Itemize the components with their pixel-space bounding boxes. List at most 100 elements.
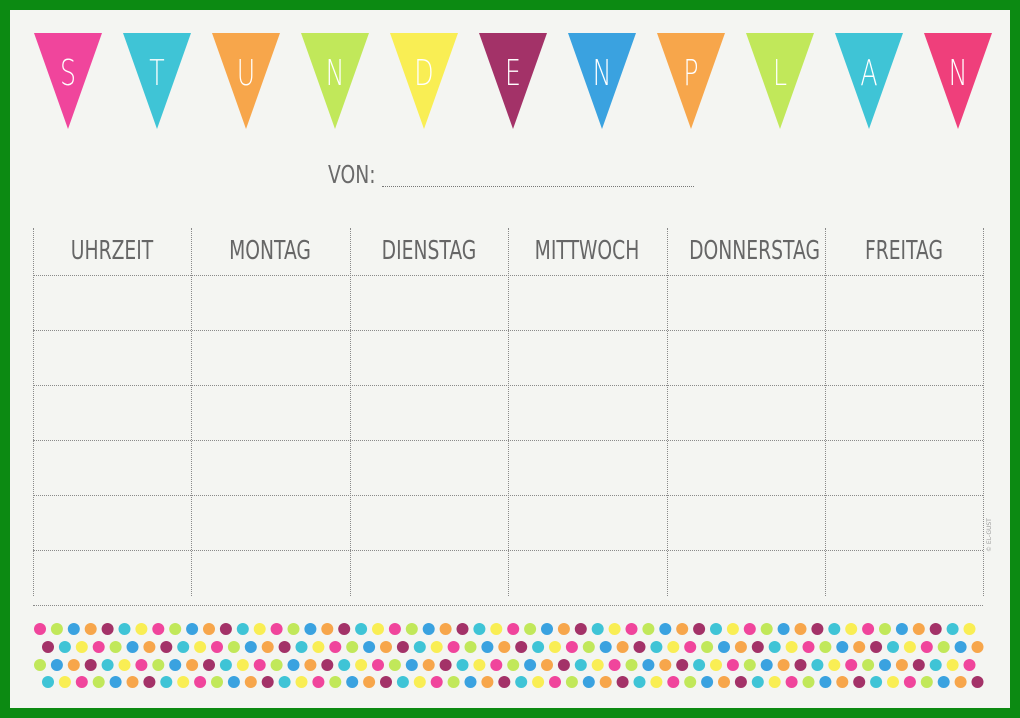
- flag-letter: N: [592, 53, 612, 94]
- confetti-dot: [802, 641, 815, 653]
- confetti-dot: [405, 623, 418, 635]
- confetti-dot: [92, 641, 105, 653]
- confetti-dot: [743, 623, 756, 635]
- confetti-dot: [143, 676, 156, 688]
- confetti-dot: [937, 676, 950, 688]
- confetti-dot: [50, 623, 63, 635]
- confetti-dot: [58, 641, 71, 653]
- confetti-dot: [447, 641, 460, 653]
- confetti-dot: [321, 659, 334, 671]
- confetti-dot: [768, 641, 781, 653]
- confetti-dot: [541, 623, 553, 635]
- confetti-dot: [963, 623, 976, 635]
- flag-letter: D: [414, 53, 434, 94]
- confetti-dot: [42, 676, 54, 688]
- confetti-dot: [447, 676, 460, 688]
- confetti-dot: [92, 676, 105, 688]
- confetti-dot: [439, 623, 452, 635]
- confetti-dot: [929, 623, 942, 635]
- confetti-dot: [887, 676, 899, 688]
- confetti-dot: [515, 641, 528, 653]
- confetti-dot: [160, 641, 173, 653]
- confetti-dot: [177, 676, 190, 688]
- grid-row-line: [33, 495, 983, 496]
- confetti-dot: [203, 659, 215, 671]
- confetti-dot: [870, 676, 883, 688]
- confetti-dot: [490, 659, 503, 671]
- confetti-dot: [355, 623, 368, 635]
- confetti-dot: [219, 659, 232, 671]
- confetti-dot: [760, 623, 773, 635]
- confetti-dot: [413, 676, 426, 688]
- confetti-dot: [287, 659, 300, 671]
- confetti-dot: [853, 641, 866, 653]
- confetti-dot: [895, 623, 908, 635]
- confetti-dot: [321, 623, 334, 635]
- confetti-dot: [152, 659, 165, 671]
- confetti-dot: [726, 623, 739, 635]
- flag-letter: U: [236, 53, 256, 94]
- confetti-dot: [507, 623, 520, 635]
- confetti-dot: [160, 676, 173, 688]
- confetti-dot: [430, 676, 443, 688]
- confetti-dot: [676, 659, 689, 671]
- confetti-dot: [126, 641, 139, 653]
- confetti-dot: [912, 623, 925, 635]
- confetti-dot: [211, 641, 223, 653]
- confetti-dot: [676, 623, 689, 635]
- timetable-sheet: S T U N D E N P L A N VON: UHRZEIT MONTA…: [10, 10, 1010, 708]
- grid-column-line: [33, 228, 34, 596]
- confetti-dot: [734, 641, 747, 653]
- confetti-dot: [490, 623, 503, 635]
- owner-name-line[interactable]: [382, 186, 694, 187]
- confetti-dot: [616, 641, 629, 653]
- confetti-dot: [304, 659, 317, 671]
- confetti-dot: [726, 659, 739, 671]
- confetti-dot: [751, 641, 764, 653]
- grid-column-line: [508, 228, 509, 596]
- confetti-dot: [439, 659, 452, 671]
- confetti-dot: [169, 623, 182, 635]
- confetti-dot: [58, 676, 71, 688]
- confetti-dot: [760, 659, 773, 671]
- confetti-dot: [287, 623, 300, 635]
- timetable-grid: UHRZEIT MONTAG DIENSTAG MITTWOCH DONNERS…: [33, 228, 984, 606]
- confetti-dot: [541, 659, 553, 671]
- flag-letter: A: [860, 53, 878, 94]
- confetti-dot: [718, 676, 730, 688]
- confetti-dot: [557, 659, 570, 671]
- grid-column-line: [667, 228, 668, 596]
- grid-row-line: [33, 440, 983, 441]
- confetti-dot: [244, 676, 257, 688]
- confetti-dot: [524, 659, 537, 671]
- confetti-dot: [338, 659, 351, 671]
- confetti-dot: [693, 659, 706, 671]
- confetti-dot: [244, 641, 257, 653]
- confetti-dot: [625, 659, 638, 671]
- confetti-dot: [507, 659, 520, 671]
- confetti-dot: [667, 676, 680, 688]
- confetti-dot: [920, 641, 933, 653]
- confetti-dot: [608, 659, 621, 671]
- flag-letter: P: [683, 53, 699, 94]
- confetti-dot: [549, 641, 561, 653]
- confetti-dot: [608, 623, 621, 635]
- confetti-dot: [625, 623, 638, 635]
- confetti-dot: [853, 676, 866, 688]
- confetti-dot: [879, 623, 891, 635]
- confetti-dot: [236, 659, 249, 671]
- confetti-dot: [954, 641, 967, 653]
- confetti-dot: [515, 676, 528, 688]
- confetti-dot-border: [34, 623, 984, 688]
- confetti-dot: [481, 676, 494, 688]
- confetti-dot: [227, 676, 240, 688]
- confetti-dot: [659, 623, 672, 635]
- confetti-dot: [346, 676, 359, 688]
- header-monday: MONTAG: [229, 236, 311, 266]
- confetti-dot: [498, 676, 511, 688]
- confetti-dot: [811, 659, 824, 671]
- confetti-dot: [388, 623, 401, 635]
- confetti-dot: [396, 676, 409, 688]
- confetti-dot: [616, 676, 629, 688]
- confetti-dot: [524, 623, 537, 635]
